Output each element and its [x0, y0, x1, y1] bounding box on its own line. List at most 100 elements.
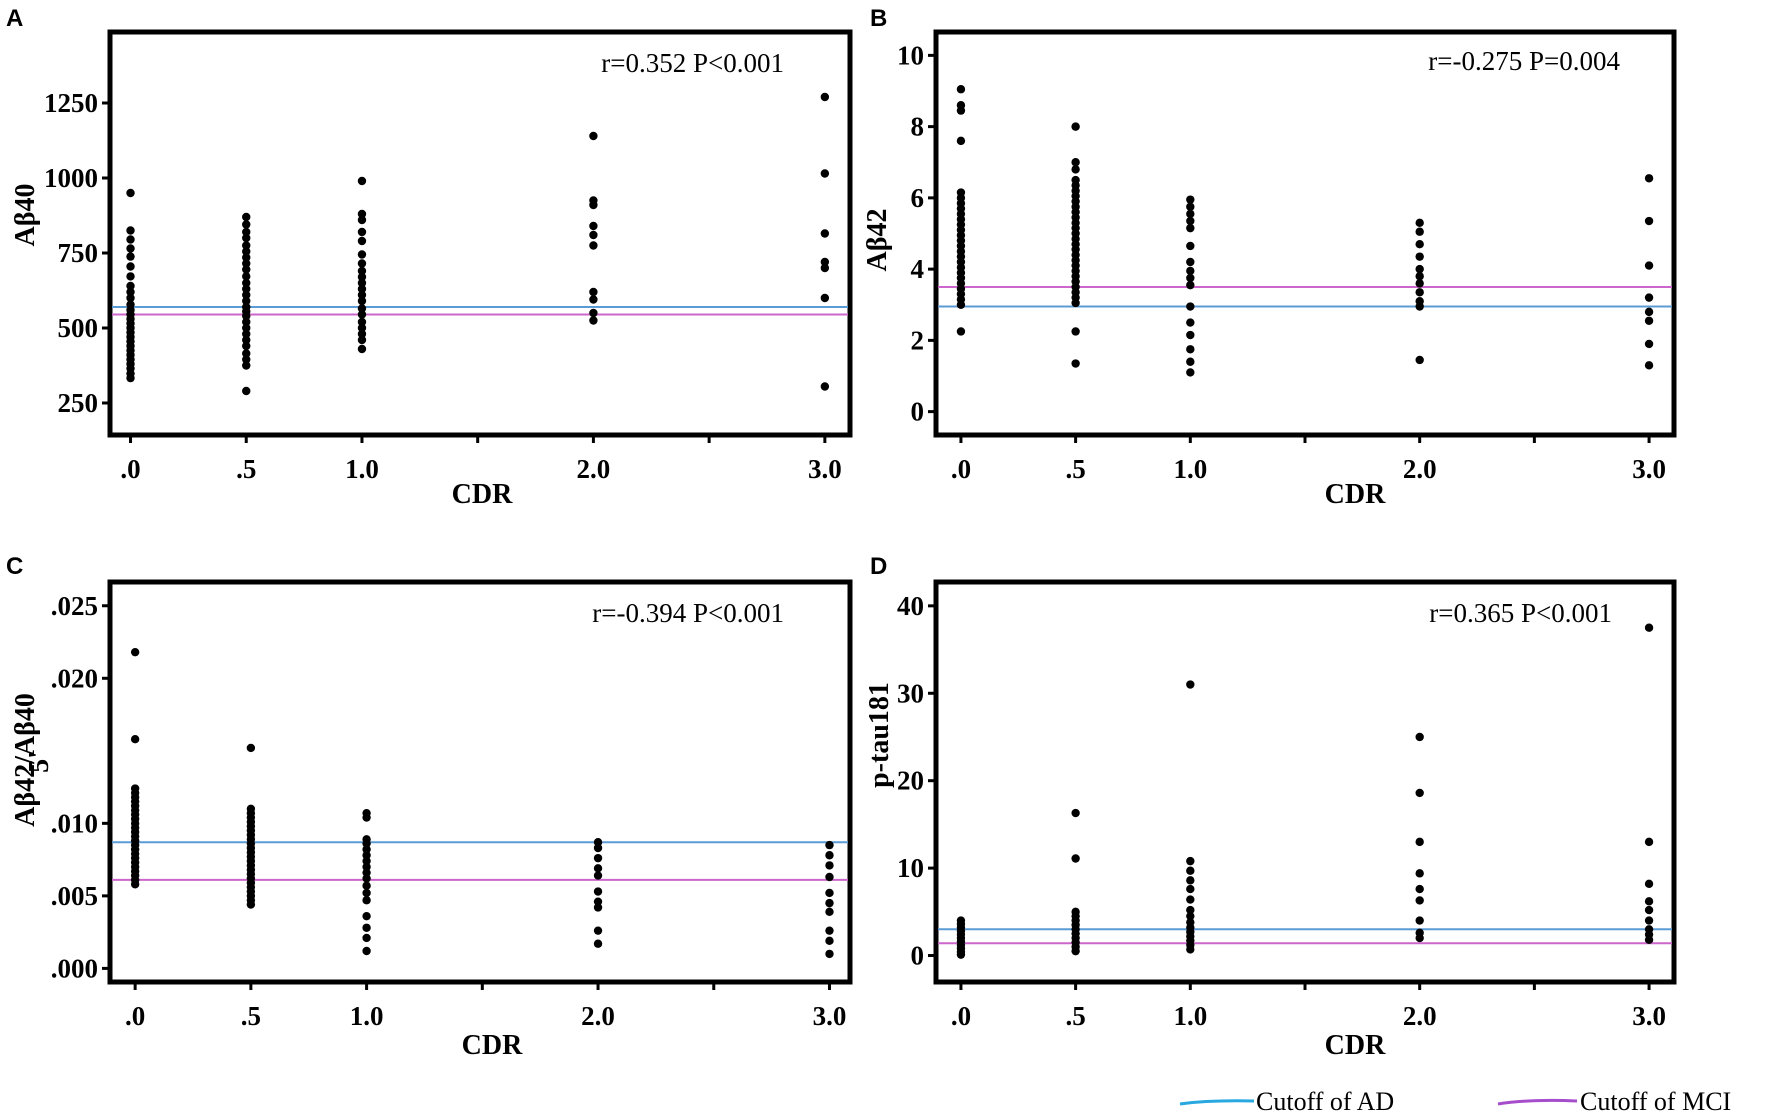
y-tick-label-c-2: .010: [51, 808, 98, 838]
x-tick-label-a-4: 3.0: [808, 454, 842, 484]
data-point-d-3-4: [1415, 884, 1424, 894]
data-point-d-4-2: [1644, 879, 1654, 889]
y-tick-label-d-4: 40: [897, 591, 924, 621]
data-point-a-0-4: [126, 252, 135, 261]
data-point-c-2-13: [362, 911, 371, 921]
data-point-a-2-17: [357, 329, 367, 339]
data-point-a-2-10: [357, 284, 367, 294]
x-tick-label-d-0: .0: [951, 1001, 971, 1031]
plot-frame-a: [107, 29, 853, 438]
plot-frame-b: [933, 29, 1677, 438]
data-point-d-2-6: [1186, 905, 1195, 915]
data-point-b-3-1: [1415, 227, 1424, 236]
data-points-b: [956, 85, 1654, 377]
data-point-b-0-25: [956, 300, 966, 309]
data-point-d-4-8: [1644, 935, 1654, 944]
y-axis-title-a: Aβ40: [10, 184, 41, 247]
legend-label-ad: Cutoff of AD: [1256, 1087, 1394, 1116]
x-tick-label-c-3: 2.0: [581, 1001, 615, 1031]
x-axis-title-d: CDR: [1325, 1030, 1386, 1061]
data-point-b-4-0: [1644, 174, 1654, 183]
data-point-c-4-0: [825, 840, 834, 850]
data-point-b-3-4: [1415, 264, 1424, 274]
x-tick-label-c-2: 1.0: [350, 1001, 384, 1031]
data-point-c-0-1: [130, 735, 140, 744]
data-point-a-1-13: [242, 296, 251, 306]
data-point-a-3-4: [589, 230, 598, 240]
x-tick-label-a-2: 1.0: [345, 454, 379, 484]
data-point-c-1-23: [246, 900, 256, 909]
data-point-b-2-5: [1186, 241, 1195, 251]
data-point-c-2-1: [362, 813, 371, 822]
data-point-a-3-0: [589, 131, 598, 141]
x-tick-label-d-1: .5: [1066, 1001, 1086, 1031]
data-point-b-3-5: [1415, 272, 1424, 281]
data-point-c-3-4: [593, 871, 603, 880]
data-point-c-0-0: [130, 647, 140, 657]
data-points-c: [130, 647, 834, 959]
data-point-a-1-25: [242, 386, 251, 396]
data-point-a-3-6: [589, 287, 598, 297]
x-tick-label-a-0: .0: [120, 454, 140, 484]
data-points-d: [956, 623, 1654, 959]
panel-letter-a: A: [6, 5, 23, 32]
data-point-a-1-9: [242, 272, 251, 281]
data-point-a-1-7: [242, 259, 251, 268]
data-point-a-4-6: [820, 382, 830, 391]
y-tick-label-c-3: .020: [51, 663, 98, 693]
data-point-a-0-6: [126, 272, 135, 281]
data-point-a-2-11: [357, 290, 367, 300]
y-tick-label-b-5: 10: [897, 40, 924, 70]
x-tick-label-b-0: .0: [951, 454, 971, 484]
data-point-b-2-3: [1186, 216, 1195, 226]
data-point-d-4-1: [1644, 837, 1654, 847]
data-point-a-0-9: [126, 293, 135, 303]
data-point-b-3-3: [1415, 252, 1424, 261]
data-point-a-2-9: [357, 278, 367, 288]
data-point-b-2-4: [1186, 223, 1195, 233]
data-point-a-4-1: [820, 169, 830, 178]
cutoff-lines-b: [938, 285, 1672, 308]
axis-ticks-d: .0 .5 1.0 2.0 3.0 0 10 20 30 40: [897, 591, 1666, 1031]
data-point-d-2-0: [1186, 680, 1195, 689]
data-point-a-1-10: [242, 278, 251, 288]
data-point-b-4-2: [1644, 261, 1654, 270]
data-point-a-3-9: [589, 316, 598, 325]
y-tick-label-c-0: .000: [51, 953, 98, 983]
x-tick-label-a-3: 2.0: [577, 454, 611, 484]
data-point-b-1-2: [1071, 165, 1080, 174]
legend-swatch-mci: [1497, 1098, 1578, 1106]
data-point-c-3-1: [593, 843, 603, 853]
x-tick-label-b-4: 3.0: [1632, 454, 1666, 484]
panel-c: C .0 .5 1.0 2.0 3.0 .000 .005 .010 .020 .025 r=-0…: [6, 553, 853, 1061]
x-tick-label-d-4: 3.0: [1632, 1001, 1666, 1031]
data-point-a-1-3: [242, 233, 251, 243]
data-point-a-3-7: [589, 295, 598, 304]
data-point-b-0-3: [956, 136, 966, 146]
data-point-b-2-2: [1186, 209, 1195, 219]
data-point-b-1-0: [1071, 122, 1080, 131]
data-point-a-2-0: [357, 176, 367, 186]
data-point-c-3-7: [593, 903, 603, 912]
data-point-c-4-8: [825, 936, 834, 946]
data-point-d-3-2: [1415, 837, 1424, 847]
data-point-d-2-1: [1186, 856, 1195, 866]
panel-d: D .0 .5 1.0 2.0 3.0 0 10 20 30 40 r=0.365 P<0.001…: [864, 553, 1677, 1061]
legend-swatch-ad: [1179, 1099, 1255, 1106]
x-tick-label-b-3: 2.0: [1403, 454, 1437, 484]
data-point-b-4-1: [1644, 216, 1654, 226]
data-point-a-2-13: [357, 304, 367, 313]
data-point-d-3-6: [1415, 916, 1424, 925]
data-point-c-2-9: [362, 874, 371, 883]
panel-letter-d: D: [870, 553, 887, 580]
data-point-c-4-5: [825, 898, 834, 908]
x-tick-label-c-0: .0: [125, 1001, 145, 1031]
data-point-a-0-26: [126, 373, 135, 383]
y-axis-title-b: Aβ42: [862, 209, 893, 272]
y-tick-label-b-1: 2: [911, 325, 925, 355]
cutoff-lines-d: [938, 928, 1672, 945]
cutoff-lines-c: [112, 841, 848, 881]
data-point-c-4-2: [825, 861, 834, 870]
correlation-annotation-c: r=-0.394 P<0.001: [592, 598, 784, 628]
data-point-d-2-4: [1186, 884, 1195, 894]
